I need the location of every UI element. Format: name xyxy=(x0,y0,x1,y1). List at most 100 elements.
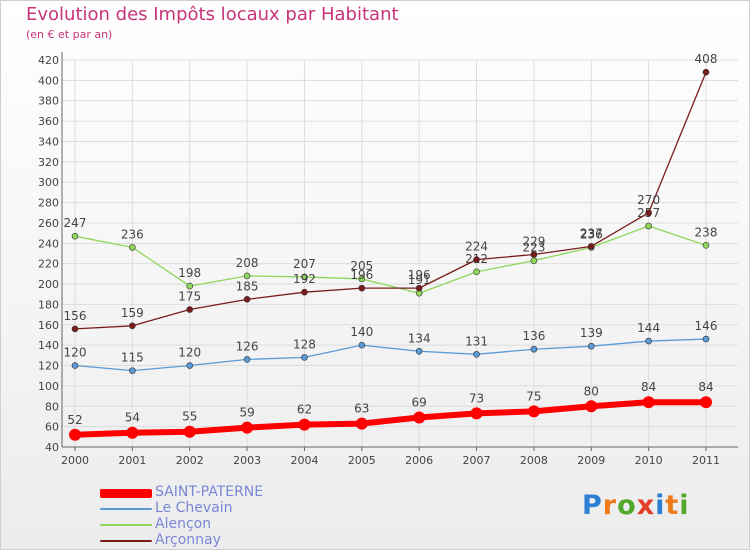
legend-label: Alençon xyxy=(155,516,212,532)
data-point xyxy=(183,425,196,438)
data-point xyxy=(69,428,81,441)
data-point xyxy=(642,396,655,409)
data-point xyxy=(587,342,595,350)
data-label: 229 xyxy=(522,235,545,249)
legend-label: SAINT-PATERNE xyxy=(155,484,264,500)
legend-label: Le Chevain xyxy=(155,500,233,516)
data-label: 236 xyxy=(121,227,144,241)
data-label: 84 xyxy=(698,380,713,394)
data-point xyxy=(355,417,368,430)
data-point xyxy=(71,325,79,333)
legend-swatch xyxy=(100,508,152,510)
data-point xyxy=(129,322,136,330)
data-label: 139 xyxy=(580,326,603,340)
data-point xyxy=(700,396,712,409)
legend-swatch xyxy=(100,524,152,526)
logo-letter: i xyxy=(655,490,666,521)
data-point xyxy=(243,356,251,363)
y-tick-label: 260 xyxy=(38,217,59,230)
data-label: 59 xyxy=(239,406,254,420)
data-label: 120 xyxy=(178,346,201,360)
y-tick-label: 400 xyxy=(38,74,59,87)
data-point xyxy=(702,335,710,343)
data-label: 146 xyxy=(695,319,718,333)
y-tick-label: 280 xyxy=(38,197,59,210)
data-point xyxy=(645,337,652,345)
x-tick-label: 2000 xyxy=(61,454,89,467)
y-tick-label: 80 xyxy=(45,400,59,413)
legend-swatch xyxy=(100,540,152,542)
data-label: 52 xyxy=(67,413,82,427)
data-point xyxy=(358,275,366,283)
logo-letter: x xyxy=(636,490,656,521)
legend-label: Arçonnay xyxy=(155,532,221,548)
data-point xyxy=(186,362,194,369)
data-label: 208 xyxy=(236,256,259,270)
data-label: 84 xyxy=(641,380,656,394)
y-tick-label: 100 xyxy=(38,380,59,393)
data-point xyxy=(71,232,79,240)
data-point xyxy=(358,341,366,349)
y-tick-label: 180 xyxy=(38,298,59,311)
data-label: 192 xyxy=(293,272,316,286)
data-point xyxy=(71,362,79,369)
data-label: 140 xyxy=(350,325,373,339)
data-label: 191 xyxy=(408,273,431,287)
data-point xyxy=(530,345,538,353)
data-point xyxy=(129,367,136,374)
data-label: 238 xyxy=(695,225,718,239)
x-tick-label: 2008 xyxy=(520,454,548,467)
y-tick-label: 200 xyxy=(38,278,59,291)
data-point xyxy=(298,418,311,431)
logo-letter: i xyxy=(679,490,690,521)
data-point xyxy=(243,296,251,303)
data-point xyxy=(413,411,426,424)
data-label: 144 xyxy=(637,321,660,335)
data-point xyxy=(186,282,194,290)
data-label: 54 xyxy=(125,411,140,425)
data-label: 134 xyxy=(408,331,431,345)
data-point xyxy=(301,354,308,361)
series-line-ar-onnay xyxy=(74,71,707,330)
y-tick-label: 300 xyxy=(38,176,59,189)
x-tick-label: 2003 xyxy=(233,454,261,467)
data-point xyxy=(186,306,194,313)
y-tick-label: 320 xyxy=(38,156,59,169)
x-tick-label: 2009 xyxy=(577,454,605,467)
x-tick-label: 2005 xyxy=(348,454,376,467)
data-point xyxy=(645,222,652,230)
series-line-alen-on xyxy=(74,225,707,294)
chart-subtitle: (en € et par an) xyxy=(26,28,113,41)
data-point xyxy=(527,405,540,418)
data-label: 126 xyxy=(236,339,259,353)
data-label: 198 xyxy=(178,266,201,280)
y-tick-label: 220 xyxy=(38,258,59,271)
y-tick-label: 420 xyxy=(38,54,59,67)
data-point xyxy=(470,407,483,420)
y-tick-label: 240 xyxy=(38,237,59,250)
data-label: 69 xyxy=(412,395,427,409)
data-point xyxy=(301,273,308,281)
data-label: 224 xyxy=(465,240,488,254)
data-label: 175 xyxy=(178,290,201,304)
logo-letter: o xyxy=(617,490,637,521)
data-label: 136 xyxy=(522,329,545,343)
data-label: 73 xyxy=(469,391,484,405)
data-label: 207 xyxy=(293,257,316,271)
y-tick-label: 360 xyxy=(38,115,59,128)
data-point xyxy=(243,272,251,280)
data-label: 247 xyxy=(64,216,87,230)
data-point xyxy=(702,68,710,76)
data-label: 237 xyxy=(580,226,603,240)
data-label: 196 xyxy=(408,268,431,282)
data-label: 63 xyxy=(354,402,369,416)
data-point xyxy=(530,251,538,258)
data-point xyxy=(473,256,480,263)
data-label: 159 xyxy=(121,306,144,320)
x-tick-label: 2011 xyxy=(692,454,720,467)
data-point xyxy=(645,209,652,217)
y-tick-label: 120 xyxy=(38,360,59,373)
data-label: 75 xyxy=(526,389,541,403)
data-label: 223 xyxy=(522,241,545,255)
